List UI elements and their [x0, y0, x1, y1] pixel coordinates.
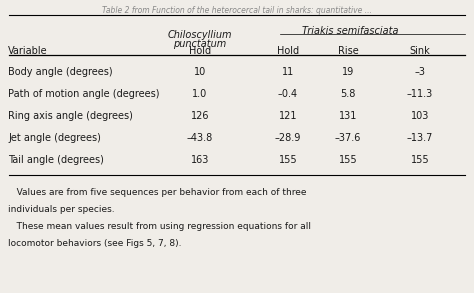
Text: Tail angle (degrees): Tail angle (degrees) — [8, 155, 104, 165]
Text: Values are from five sequences per behavior from each of three: Values are from five sequences per behav… — [8, 188, 307, 197]
Text: 155: 155 — [410, 155, 429, 165]
Text: 131: 131 — [339, 111, 357, 121]
Text: 5.8: 5.8 — [340, 89, 356, 99]
Text: individuals per species.: individuals per species. — [8, 205, 115, 214]
Text: Variable: Variable — [8, 46, 47, 56]
Text: –11.3: –11.3 — [407, 89, 433, 99]
Text: Hold: Hold — [189, 46, 211, 56]
Text: These mean values result from using regression equations for all: These mean values result from using regr… — [8, 222, 311, 231]
Text: Body angle (degrees): Body angle (degrees) — [8, 67, 113, 77]
Text: 11: 11 — [282, 67, 294, 77]
Text: locomotor behaviors (see Figs 5, 7, 8).: locomotor behaviors (see Figs 5, 7, 8). — [8, 239, 182, 248]
Text: 1.0: 1.0 — [192, 89, 208, 99]
Text: –3: –3 — [414, 67, 426, 77]
Text: Hold: Hold — [277, 46, 299, 56]
Text: 155: 155 — [339, 155, 357, 165]
Text: 163: 163 — [191, 155, 209, 165]
Text: Jet angle (degrees): Jet angle (degrees) — [8, 133, 101, 143]
Text: 10: 10 — [194, 67, 206, 77]
Text: Path of motion angle (degrees): Path of motion angle (degrees) — [8, 89, 159, 99]
Text: Ring axis angle (degrees): Ring axis angle (degrees) — [8, 111, 133, 121]
Text: 155: 155 — [279, 155, 297, 165]
Text: Triakis semifasciata: Triakis semifasciata — [302, 26, 398, 36]
Text: –13.7: –13.7 — [407, 133, 433, 143]
Text: 121: 121 — [279, 111, 297, 121]
Text: Chiloscyllium: Chiloscyllium — [168, 30, 232, 40]
Text: 103: 103 — [411, 111, 429, 121]
Text: punctatum: punctatum — [173, 39, 227, 49]
Text: –37.6: –37.6 — [335, 133, 361, 143]
Text: Sink: Sink — [410, 46, 430, 56]
Text: 19: 19 — [342, 67, 354, 77]
Text: –43.8: –43.8 — [187, 133, 213, 143]
Text: –0.4: –0.4 — [278, 89, 298, 99]
Text: Rise: Rise — [337, 46, 358, 56]
Text: Table 2 from Function of the heterocercal tail in sharks: quantitative ...: Table 2 from Function of the heterocerca… — [102, 6, 372, 15]
Text: –28.9: –28.9 — [275, 133, 301, 143]
Text: 126: 126 — [191, 111, 209, 121]
